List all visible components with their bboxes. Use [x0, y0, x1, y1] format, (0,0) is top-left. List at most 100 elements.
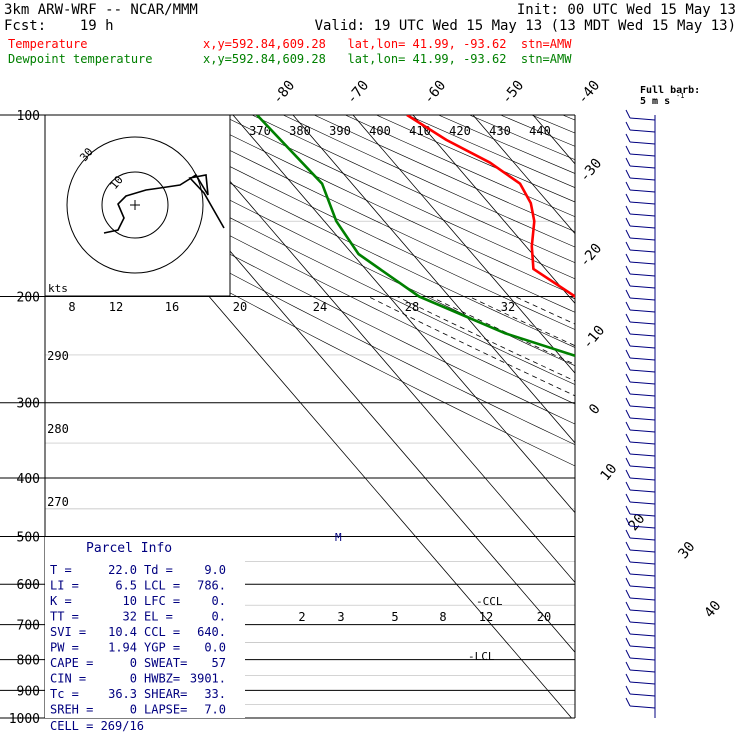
theta-label: 440 [529, 124, 551, 138]
hodograph-units: kts [48, 282, 68, 295]
wind-barb [629, 141, 656, 145]
wind-barb-feather [625, 553, 631, 563]
wind-barb [629, 297, 656, 301]
pressure-label: 300 [17, 397, 40, 412]
wind-barb [629, 201, 656, 205]
wind-barb-feather [625, 109, 631, 119]
wind-barb [629, 705, 656, 709]
dry-adiabat-line [158, 115, 575, 313]
wind-barb [629, 513, 656, 517]
wind-barb-feather [625, 421, 631, 431]
parcel-row-value-2: 9.0 [204, 563, 226, 577]
wind-barb [629, 417, 656, 421]
dry-adiabat-line [407, 115, 575, 188]
parcel-row-label: SVI = [50, 625, 86, 639]
wind-barb [629, 189, 656, 193]
wind-barb [629, 237, 656, 241]
parcel-row-label-2: Td = [144, 563, 173, 577]
parcel-row-value-2: 0.0 [204, 641, 226, 655]
mixing-ratio-label-bottom: 20 [537, 610, 551, 624]
mixing-ratio-label-top: 16 [165, 300, 179, 314]
wind-barb [629, 369, 656, 373]
parcel-row-label-2: LCL = [144, 579, 180, 593]
mixing-ratio-label-bottom: 5 [391, 610, 398, 624]
pressure-label: 700 [17, 619, 40, 634]
wind-barb [629, 597, 656, 601]
parcel-row-label: CIN = [50, 672, 86, 686]
wind-barb [629, 465, 656, 469]
parcel-row-value-2: 33. [204, 687, 226, 701]
wind-barb [629, 441, 656, 445]
wind-barb-feather [625, 577, 631, 587]
dry-adiabat-line [45, 191, 575, 467]
wind-barb [629, 345, 656, 349]
wind-barb-feather [625, 625, 631, 635]
parcel-row-label-2: LAPSE= [144, 703, 187, 717]
isotherm-line [292, 115, 575, 444]
parcel-row-label: Tc = [50, 687, 79, 701]
isotherm-label: -20 [577, 241, 606, 271]
wind-barb-feather [625, 121, 631, 131]
wind-barb [629, 381, 656, 385]
isotherm-label: -30 [577, 156, 606, 186]
wind-barb [629, 681, 656, 685]
dewpoint-legend-info: x,y=592.84,609.28 lat,lon= 41.99, -93.62… [203, 52, 572, 66]
parcel-row-label: PW = [50, 641, 79, 655]
theta-label: 410 [409, 124, 431, 138]
wind-barb-feather [625, 289, 631, 299]
wind-barb-feather [625, 529, 631, 539]
wind-barb [629, 165, 656, 169]
wind-barb [629, 225, 656, 229]
pressure-label: 900 [17, 684, 40, 699]
wind-barb [629, 453, 656, 457]
parcel-row-value-2: 57 [212, 656, 226, 670]
barb-legend-sup: -1 [676, 92, 684, 100]
parcel-row-label: LI = [50, 579, 79, 593]
wind-barb [629, 213, 656, 217]
dry-adiabat-line [65, 115, 575, 367]
wind-barb-feather [625, 493, 631, 503]
pressure-label: 600 [17, 578, 40, 593]
mixing-ratio-label-top: 12 [109, 300, 123, 314]
parcel-row-value: 0 [130, 672, 137, 686]
ccl-marker: -CCL [476, 595, 503, 608]
dry-adiabat-line [594, 115, 740, 718]
wind-barb-feather [625, 337, 631, 347]
temperature-profile-line [406, 115, 575, 298]
isotherm-line [532, 115, 575, 165]
isotherm-line [713, 115, 740, 718]
mixing-ratio-label-bottom: 8 [439, 610, 446, 624]
wind-barb-feather [625, 313, 631, 323]
parcel-row-label-2: LFC = [144, 594, 180, 608]
wind-barb [629, 405, 656, 409]
wind-barb-feather [625, 517, 631, 527]
wind-barb-feather [625, 433, 631, 443]
isotherm-label: -60 [421, 78, 450, 108]
isotherm-label: 0 [586, 401, 604, 418]
wind-barb-feather [625, 361, 631, 371]
dry-adiabat-line [469, 115, 575, 161]
wind-barb-feather [625, 229, 631, 239]
hodograph-ring-outer [66, 136, 204, 274]
parcel-row-value-2: 0. [212, 610, 226, 624]
barb-legend-line2: 5 m s [640, 96, 670, 107]
hodograph-ring-inner [101, 171, 169, 239]
theta-label: 390 [329, 124, 351, 138]
wind-barb-feather [625, 385, 631, 395]
dry-adiabat-line [45, 172, 575, 446]
parcel-row-label: T = [50, 563, 72, 577]
isotherm-label: -80 [270, 78, 299, 108]
temperature-legend-label: Temperature [8, 37, 88, 51]
pressure-label: 200 [17, 291, 40, 306]
parcel-row-value: 22.0 [108, 563, 137, 577]
wind-barb [629, 177, 656, 181]
wind-barb [629, 489, 656, 493]
mixing-ratio-label-top: 20 [233, 300, 247, 314]
theta-label: 370 [249, 124, 271, 138]
isotherm-line [412, 115, 575, 304]
wind-barb [629, 645, 656, 649]
parcel-row-value: 1.94 [108, 641, 137, 655]
parcel-row-value-2: 786. [197, 579, 226, 593]
isotherm-label: -10 [580, 323, 609, 353]
